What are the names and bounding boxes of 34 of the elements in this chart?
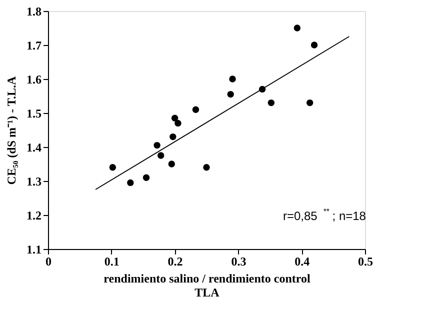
y-tick-label: 1.5	[26, 106, 42, 120]
annotation: r=0,85** ; n=18	[283, 207, 366, 223]
point	[174, 120, 182, 127]
y-tick-label: 1.1	[26, 242, 42, 256]
y-tick-label: 1.2	[26, 208, 42, 222]
y-tick-label: 1.7	[26, 38, 42, 52]
x-tick-label: 0.2	[168, 254, 183, 268]
point	[310, 42, 318, 48]
point	[109, 164, 116, 171]
point	[268, 99, 275, 106]
point	[158, 152, 164, 159]
x-tick-label: 0.4	[294, 254, 310, 268]
point	[171, 114, 178, 122]
point	[168, 160, 175, 168]
point	[306, 99, 314, 106]
y-axis-title: CE₅₀ (dS m⁻¹) - T.L.A	[4, 76, 18, 185]
y-tick-label: 1.3	[26, 174, 42, 188]
y-tick-label: 1.6	[26, 72, 42, 86]
point	[192, 106, 200, 113]
x-tick-label: 0.5	[358, 254, 373, 268]
point	[127, 179, 134, 186]
y-tick-label: 1.4	[26, 140, 42, 154]
point	[229, 76, 236, 82]
point	[227, 90, 234, 98]
y-tick-label: 1.8	[26, 4, 42, 18]
x-tick-label: 0	[46, 254, 52, 268]
point	[142, 174, 150, 181]
point	[170, 133, 176, 140]
x-tick-label: 0.3	[231, 254, 246, 268]
x-axis-title: rendimiento salino / rendimiento control TLA	[104, 272, 311, 300]
point	[294, 24, 301, 32]
point	[203, 164, 210, 171]
point	[154, 142, 160, 149]
x-tick-label: 0.1	[104, 254, 120, 268]
